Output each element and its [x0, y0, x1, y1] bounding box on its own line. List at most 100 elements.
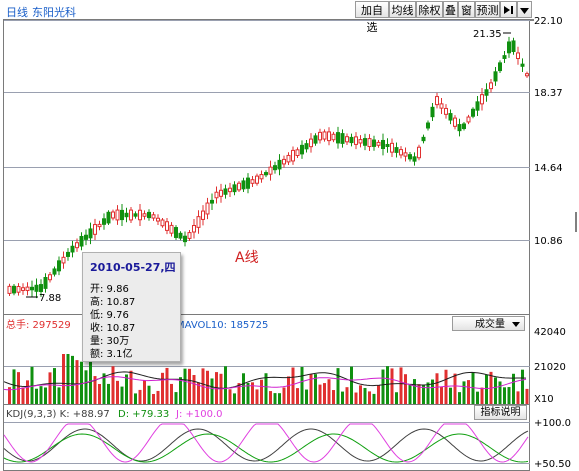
volume-bar	[516, 391, 520, 404]
add-watchlist-button[interactable]: 加自选	[355, 1, 389, 34]
volume-bar	[345, 387, 349, 404]
volume-bar	[125, 374, 128, 404]
candle-body	[511, 40, 516, 52]
volume-bar	[242, 373, 245, 404]
candle-body	[327, 131, 331, 142]
volume-bar	[228, 389, 232, 404]
candle-body	[313, 135, 318, 144]
candle-body	[97, 223, 102, 228]
candle-body	[52, 268, 57, 275]
candle-body	[156, 217, 160, 222]
volume-bar	[444, 369, 448, 404]
volume-bar	[8, 387, 11, 404]
candle-body	[205, 202, 210, 215]
indicator-explain-button[interactable]: 指标说明	[474, 405, 527, 420]
candle-body	[367, 138, 372, 148]
volume-bar	[453, 373, 457, 404]
volume-bar	[341, 391, 344, 404]
overlay-button[interactable]: 叠	[443, 1, 458, 18]
candle-body	[111, 211, 115, 219]
volume-bar	[413, 379, 416, 404]
volume-bar	[161, 372, 164, 404]
candle-body	[462, 123, 466, 130]
candle-body	[39, 284, 43, 293]
candle-body	[30, 286, 34, 291]
ex-rights-button[interactable]: 除权	[416, 1, 443, 18]
candle-body	[448, 113, 453, 121]
a-line-annotation: A线	[235, 250, 259, 266]
candle-body	[259, 174, 264, 180]
volume-bar	[408, 384, 412, 404]
candle-body	[363, 138, 367, 146]
candle-body	[471, 108, 475, 117]
volume-axis-label: 42040	[534, 327, 566, 338]
candle-body	[246, 177, 250, 189]
kdj-lines	[3, 423, 529, 463]
candle-body	[124, 212, 129, 218]
volume-bar	[12, 369, 16, 404]
moving-average-button[interactable]: 均线	[389, 1, 416, 18]
candle-body	[277, 159, 282, 170]
volume-bar	[399, 367, 403, 404]
candle-body	[183, 235, 187, 243]
low-label: 7.88	[39, 293, 61, 304]
candle-body	[192, 225, 196, 233]
candle-body	[403, 152, 408, 157]
candle-body	[66, 251, 70, 257]
tooltip-volume: 量: 30万	[90, 336, 130, 347]
candle-body	[70, 245, 75, 253]
price-axis-label: 10.86	[534, 236, 563, 247]
volume-bar	[498, 381, 502, 404]
candle-body	[57, 260, 61, 272]
tooltip-open: 开: 9.86	[90, 284, 129, 295]
kdj-axis-label: +50.50	[534, 459, 571, 470]
skip-button[interactable]	[500, 1, 517, 18]
candle-body	[322, 131, 327, 140]
candle-body	[115, 209, 120, 221]
candle-body	[390, 142, 394, 153]
more-dropdown[interactable]	[517, 1, 532, 18]
candle-body	[48, 274, 52, 281]
volume-bar	[485, 374, 488, 404]
candle-body	[502, 55, 507, 59]
kdj-line	[3, 428, 529, 462]
triangle-down-icon	[520, 8, 529, 14]
volume-bar	[300, 366, 304, 404]
volume-bar	[426, 382, 430, 404]
volume-bar	[107, 383, 110, 404]
candle-body	[381, 139, 385, 150]
candle-body	[7, 285, 12, 294]
volume-indicator-select[interactable]: 成交量	[452, 316, 525, 331]
volume-bar	[449, 387, 452, 404]
period-label[interactable]: 日线	[6, 6, 28, 19]
candle-body	[318, 131, 322, 141]
volume-bar	[197, 382, 200, 404]
candle-body	[169, 224, 174, 234]
volume-bar	[156, 390, 160, 404]
stock-name[interactable]: 东阳光科	[32, 6, 76, 19]
candle-body	[196, 216, 201, 228]
volume-bar	[417, 384, 421, 404]
volume-bar	[134, 393, 137, 404]
volume-bar	[359, 385, 362, 404]
volume-bar	[233, 393, 236, 404]
candle-body	[214, 191, 219, 199]
volume-bar	[350, 366, 353, 404]
candle-body	[525, 73, 529, 77]
window-button[interactable]: 窗	[458, 1, 475, 18]
candle-body	[394, 147, 399, 153]
volume-bar	[188, 368, 191, 404]
volume-bar	[323, 383, 326, 404]
volume-bar	[174, 392, 178, 404]
volume-bar	[210, 378, 214, 404]
volume-bar	[381, 369, 385, 404]
candle-body	[165, 221, 169, 231]
candle-body	[106, 211, 111, 224]
forecast-button[interactable]: 预测	[475, 1, 500, 18]
volume-bar	[152, 393, 155, 404]
candle-body	[138, 209, 142, 221]
volume-bar	[116, 380, 119, 404]
candle-body	[237, 182, 241, 191]
candle-body	[480, 94, 484, 105]
